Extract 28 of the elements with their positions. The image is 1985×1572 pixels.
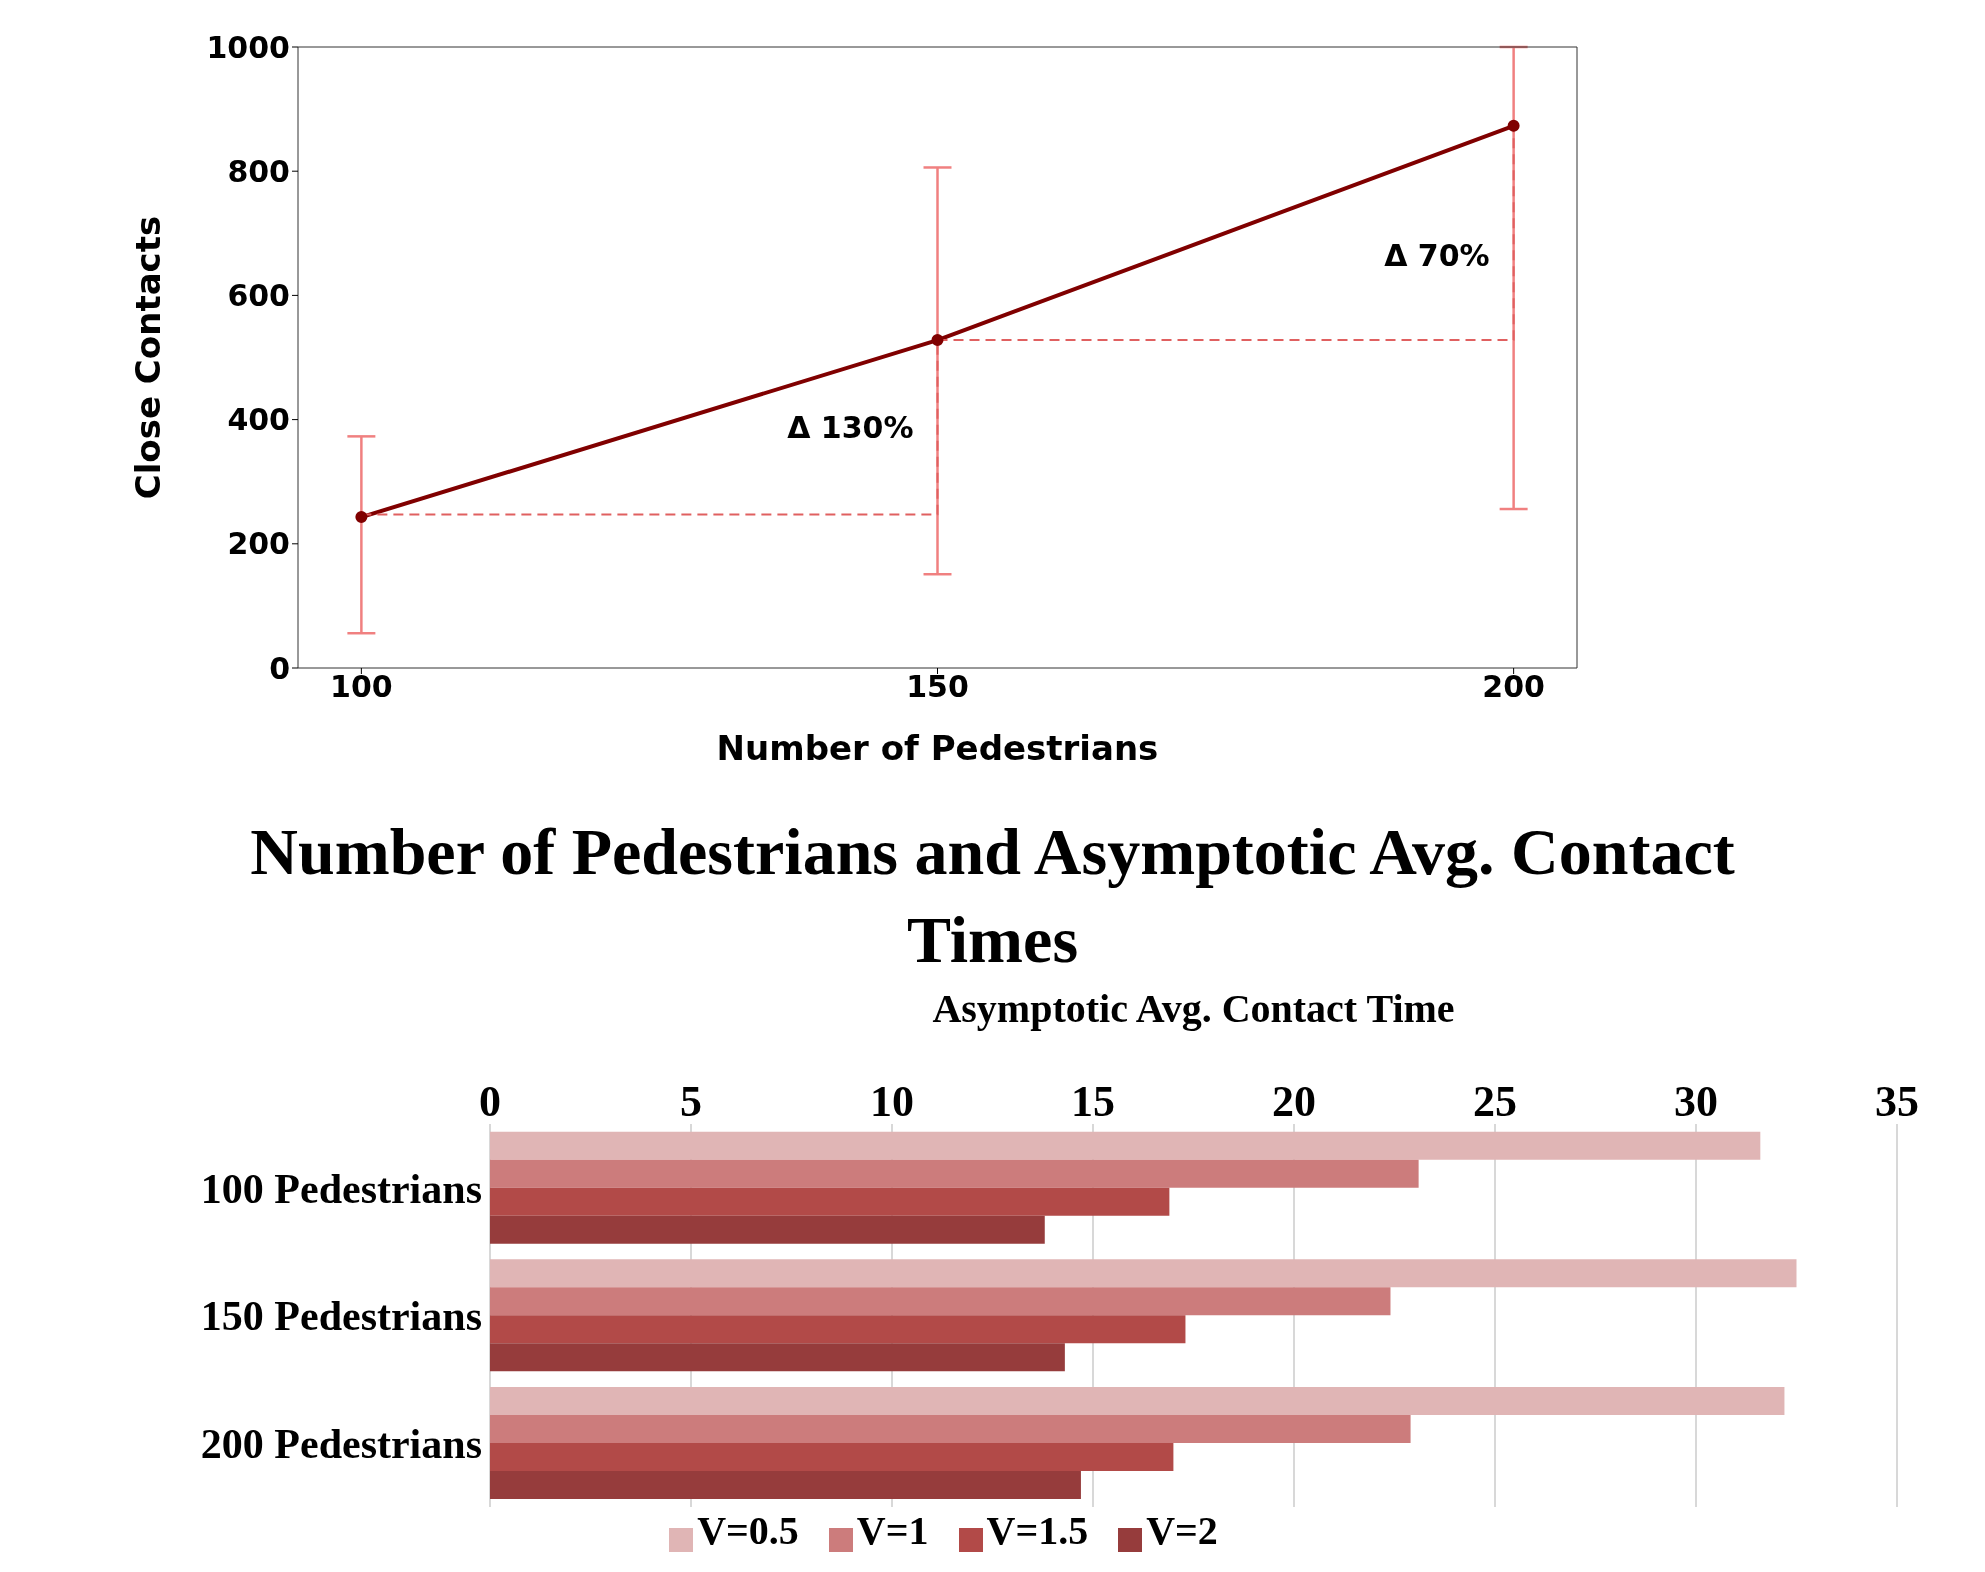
y-tick-label: 200 Pedestrians	[200, 1421, 482, 1468]
y-axis-title: Close Contacts	[128, 215, 169, 500]
y-tick-label: 600	[227, 278, 290, 314]
x-tick-label: 200	[1482, 669, 1545, 705]
legend-label: V=0.5	[697, 1508, 799, 1553]
x-tick-label: 150	[906, 669, 969, 705]
y-tick-label: 150 Pedestrians	[200, 1293, 482, 1340]
annotation: Δ 70%	[1384, 237, 1490, 273]
x-tick-label: 10	[870, 1077, 914, 1126]
annotation: Δ 130%	[787, 410, 914, 446]
y-tick-label: 200	[227, 526, 290, 562]
y-tick-label: 800	[227, 153, 290, 189]
x-tick-label: 35	[1875, 1077, 1919, 1126]
chart-title: Number of Pedestrians and Asymptotic Avg. Contact Times	[249, 814, 1736, 978]
x-axis-title: Number of Pedestrians	[716, 728, 1159, 768]
x-tick-label: 5	[680, 1077, 702, 1126]
x-axis-title: Asymptotic Avg. Contact Time	[932, 986, 1455, 1032]
x-tick-label: 100	[330, 669, 393, 705]
y-tick-label: 1000	[206, 29, 290, 65]
y-tick-label: 400	[227, 402, 290, 438]
legend-label: V=1.5	[986, 1508, 1089, 1553]
x-tick-label: 15	[1071, 1077, 1115, 1126]
x-tick-label: 25	[1473, 1077, 1517, 1126]
y-tick-label: 100 Pedestrians	[200, 1165, 482, 1212]
x-tick-label: 20	[1272, 1077, 1316, 1126]
legend-label: V=1	[856, 1508, 929, 1553]
legend-label: V=2	[1146, 1508, 1218, 1553]
x-tick-label: 30	[1674, 1077, 1718, 1126]
